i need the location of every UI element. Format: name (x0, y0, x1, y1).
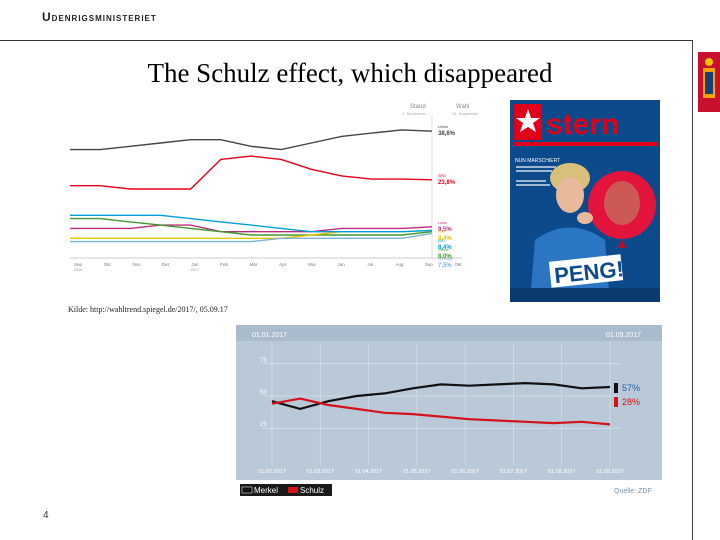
right-divider (692, 40, 693, 540)
chart1-x-tick: Jul (367, 262, 373, 267)
chart2-x-tick: 01.05.2017 (403, 469, 431, 475)
chart1-series-union (70, 129, 433, 151)
chart1-series-name: SPD (438, 174, 446, 178)
ministry-wordmark: Udenrigsministeriet (42, 10, 157, 24)
chart2-series-merkel (271, 381, 611, 411)
chart2-date-right: 01.09.2017 (606, 332, 641, 339)
chart1-series-name: FDP (438, 230, 446, 234)
chart1-series-sonstige (70, 232, 433, 243)
chart1-x-tick: Nov (132, 262, 141, 267)
chart1-x-tick: Okt (104, 262, 112, 267)
chart1-x-tick: Feb (220, 262, 228, 267)
page-number: 4 (43, 510, 49, 521)
chart1-x-tick: Sep (74, 262, 83, 267)
chart1-series-value: 7,5% (438, 263, 452, 269)
chart1-header-right-sub: 24. September (452, 111, 479, 116)
chart1-header-left-sub: 4. September (402, 111, 427, 116)
chart1-series-value: 8,4% (438, 245, 452, 251)
chart1-x-tick: Jan (191, 262, 199, 267)
chart1-series-name: AfD (438, 239, 445, 243)
source-citation: Kilde: http://wahltrend.spiegel.de/2017/… (68, 305, 228, 314)
chart1-x-tick: Aug (396, 262, 405, 267)
chart1-x-tick: Mär (250, 262, 258, 267)
chart1-x-tick-year: 2016 (74, 267, 84, 272)
merkel-legend-swatch (241, 486, 253, 494)
chart1-series-value: 8,4% (438, 236, 452, 242)
chart1-series-grüne (70, 217, 433, 236)
chart2-x-tick: 01.03.2017 (307, 469, 335, 475)
danish-crest-logo (698, 52, 720, 112)
chart1-series-value: 9,5% (438, 227, 452, 233)
chart1-x-tick: Okt (454, 262, 462, 267)
cover-logo: stern (546, 108, 619, 141)
chart1-x-tick: Apr (279, 262, 287, 267)
chart1-series-spd (70, 155, 433, 190)
merkel-schulz-chart: 01.01.2017 01.09.2017 75 50 25 01.02.2017 01… (236, 325, 662, 500)
schulz-legend-swatch (288, 487, 298, 493)
chart2-x-tick: 01.09.2017 (596, 469, 624, 475)
chart1-series-linke (70, 224, 433, 233)
chart1-header-right: Wahl (456, 104, 469, 110)
chart2-x-tick: 01.04.2017 (355, 469, 383, 475)
slide-title: The Schulz effect, which disappeared (147, 58, 553, 88)
chart1-series-value: 23,8% (438, 180, 456, 186)
chart1-x-tick-year: 2017 (190, 267, 200, 272)
chart2-y-tick: 25 (260, 422, 267, 428)
chart2-series-value: 57% (622, 383, 640, 393)
chart2-x-tick: 01.08.2017 (548, 469, 576, 475)
chart1-series-name: Sonstige (438, 257, 453, 261)
chart2-series-schulz (271, 397, 611, 426)
chart2-source: Quelle: ZDF (614, 488, 652, 495)
chart1-x-tick: Mai (308, 262, 315, 267)
cover-headline: NUN MARSCHIERT (515, 158, 560, 164)
chart1-series-value: 38,6% (438, 131, 456, 137)
chart1-series-afd (70, 214, 433, 233)
chart1-x-tick: Jun (337, 262, 345, 267)
header-divider (0, 40, 692, 41)
chart2-x-tick: 01.06.2017 (451, 469, 479, 475)
chart1-header-left: Stand (410, 104, 426, 110)
chart1-series-name: Union (438, 125, 448, 129)
chart1-series-value: 8,0% (438, 254, 452, 260)
legend-merkel: Merkel (254, 486, 278, 495)
chart1-series-name: Grüne (438, 248, 449, 252)
chart2-series-value: 28% (622, 397, 640, 407)
chart2-badge-marker (614, 397, 618, 407)
chart1-x-tick: Sep (425, 262, 434, 267)
chart2-x-tick: 01.02.2017 (258, 469, 286, 475)
stern-magazine-cover: stern NUN MARSCHIERT PENG! (510, 100, 660, 302)
chart2-badge-marker (614, 383, 618, 393)
chart2-x-tick: 01.07.2017 (500, 469, 528, 475)
chart2-y-tick: 75 (260, 358, 267, 364)
chart1-x-tick: Dez (162, 262, 171, 267)
chart2-y-tick: 50 (260, 390, 267, 396)
chart2-date-left: 01.01.2017 (252, 332, 287, 339)
chart1-series-name: Linke (438, 221, 447, 225)
legend-schulz: Schulz (300, 486, 324, 495)
